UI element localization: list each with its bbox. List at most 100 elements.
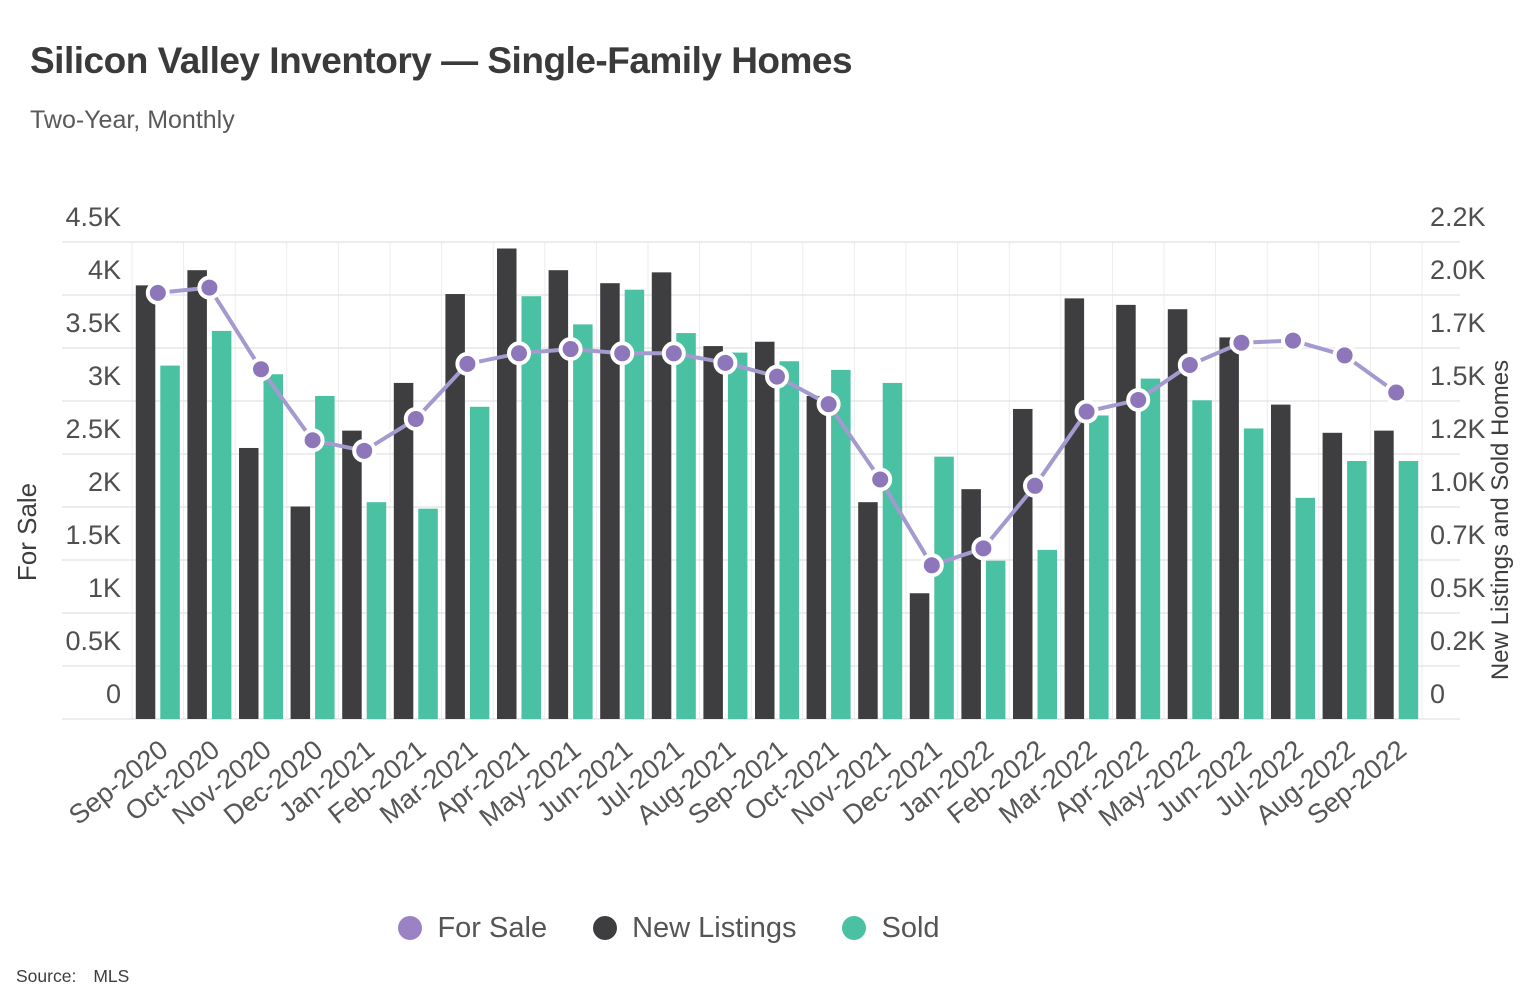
for-sale-point (1074, 399, 1099, 424)
y-tick-label-left: 1.5K (65, 520, 121, 550)
bar-sold (831, 369, 851, 719)
y-tick-label-left: 1K (88, 573, 121, 603)
legend-item-new-listings: New Listings (593, 912, 796, 945)
y-tick-label-right: 2.0K (1430, 255, 1486, 285)
for-sale-point (507, 341, 531, 366)
for-sale-point (1332, 343, 1357, 368)
y-tick-label-right: 0.2K (1430, 626, 1486, 656)
legend-label: New Listings (632, 911, 797, 944)
for-sale-point (558, 337, 583, 362)
bar-sold (1347, 460, 1367, 719)
bar-new-listings (961, 489, 981, 719)
bar-new-listings (1064, 298, 1085, 719)
for-sale-point (1281, 328, 1305, 353)
for-sale-point (919, 553, 944, 578)
y-tick-label-right: 0 (1430, 679, 1445, 709)
for-sale-point (971, 536, 996, 561)
bar-sold (1192, 400, 1212, 719)
bar-sold (1295, 497, 1315, 719)
bar-new-listings (393, 382, 414, 719)
y-tick-label-right: 1.0K (1430, 467, 1486, 497)
bar-sold (160, 365, 180, 719)
for-sale-point (661, 341, 686, 366)
legend-item-for-sale: For Sale (398, 912, 547, 945)
bar-new-listings (651, 272, 672, 719)
bar-new-listings (806, 395, 827, 719)
bar-new-listings (1167, 309, 1188, 719)
bar-sold (624, 289, 645, 719)
legend-label: Sold (881, 911, 940, 944)
bar-sold (985, 560, 1006, 719)
bar-new-listings (239, 447, 259, 719)
bar-new-listings (755, 341, 775, 719)
y-tick-label-left: 4.5K (65, 202, 121, 232)
for-sale-point (455, 351, 480, 376)
y-tick-label-left: 4K (88, 255, 121, 285)
bar-sold (1243, 428, 1264, 719)
bar-new-listings (290, 506, 311, 719)
source-line: Source: MLS (16, 966, 129, 987)
chart-title: Silicon Valley Inventory — Single-Family… (30, 40, 853, 81)
bar-sold (1089, 415, 1109, 719)
bar-sold (418, 508, 438, 719)
bar-sold (469, 406, 490, 719)
for-sale-point (765, 364, 789, 389)
bar-sold (779, 361, 799, 719)
bar-new-listings (548, 270, 569, 719)
source-value: MLS (93, 966, 130, 986)
bar-sold (263, 374, 283, 719)
bar-new-listings (703, 346, 723, 719)
bar-new-listings (187, 270, 207, 719)
bar-new-listings (497, 248, 517, 719)
y-tick-label-left: 0.5K (65, 626, 121, 656)
legend-dot (593, 916, 618, 940)
y-tick-label-right: 1.2K (1430, 414, 1486, 444)
for-sale-point (1126, 387, 1151, 412)
y-tick-label-left: 2.5K (65, 414, 121, 444)
y-tick-label-left: 3K (88, 361, 121, 391)
for-sale-point (868, 467, 893, 492)
for-sale-point (300, 428, 325, 453)
for-sale-point (145, 280, 170, 305)
y-tick-label-right: 1.7K (1430, 308, 1486, 338)
bar-sold (211, 330, 232, 719)
for-sale-point (816, 392, 841, 417)
y-tick-label-right: 0.7K (1430, 520, 1486, 550)
right-axis-title: New Listings and Sold Homes (1487, 360, 1514, 680)
legend-item-sold: Sold (842, 911, 940, 945)
bar-sold (882, 382, 903, 719)
for-sale-point (403, 407, 428, 432)
y-tick-label-right: 1.5K (1430, 361, 1486, 391)
bar-new-listings (1271, 404, 1291, 719)
for-sale-point (1229, 330, 1254, 355)
bar-sold (1140, 378, 1161, 719)
for-sale-point (249, 357, 273, 382)
for-sale-point (352, 438, 377, 463)
left-axis-title: For Sale (12, 483, 42, 581)
for-sale-point (1023, 473, 1047, 498)
chart-subtitle: Two-Year, Monthly (30, 106, 235, 134)
for-sale-point (1384, 380, 1409, 405)
bar-sold (573, 324, 593, 719)
bar-sold (315, 395, 335, 719)
bar-new-listings (600, 283, 620, 719)
bar-sold (1398, 460, 1419, 719)
bar-sold (676, 333, 696, 719)
bar-sold (727, 352, 748, 719)
bar-new-listings (1116, 304, 1136, 719)
legend-dot (398, 916, 423, 940)
y-tick-label-right: 2.2K (1430, 202, 1486, 232)
for-sale-point (1177, 352, 1202, 377)
y-tick-label-left: 0 (106, 679, 121, 709)
bar-new-listings (1374, 430, 1394, 719)
bar-new-listings (858, 502, 878, 719)
y-tick-label-left: 2K (88, 467, 121, 497)
bar-new-listings (342, 430, 362, 719)
y-tick-label-right: 0.5K (1430, 573, 1486, 603)
bar-sold (934, 456, 954, 719)
bar-sold (521, 296, 541, 719)
bar-new-listings (445, 294, 465, 719)
legend-label: For Sale (437, 911, 548, 944)
bar-sold (366, 502, 387, 719)
